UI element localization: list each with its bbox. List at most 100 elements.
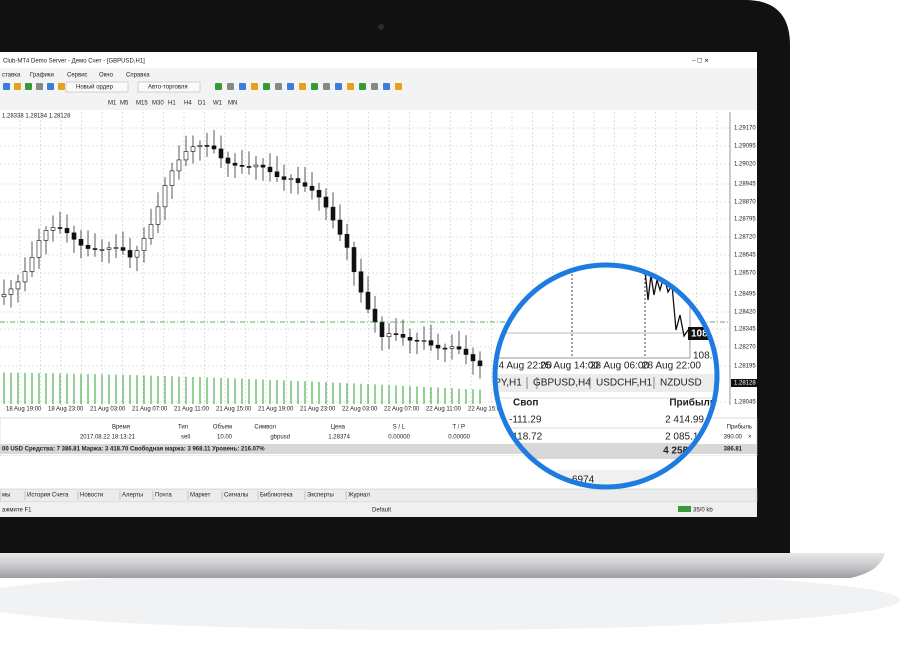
toolbar-icon[interactable] xyxy=(251,83,258,90)
menu-item[interactable]: ставка xyxy=(2,73,21,79)
toolbar-icon[interactable] xyxy=(395,83,402,90)
panel-tab[interactable]: Маркет xyxy=(190,493,211,499)
candle-body xyxy=(253,164,259,168)
table-cell: 390.00 xyxy=(724,435,743,441)
toolbar-icon[interactable] xyxy=(287,83,294,90)
toolbar-label[interactable]: Авто-торговля xyxy=(148,85,188,91)
price-label: 1.28195 xyxy=(734,364,756,370)
toolbar-icon[interactable] xyxy=(311,83,318,90)
toolbar-icon[interactable] xyxy=(335,83,342,90)
timeframe[interactable]: M30 xyxy=(152,101,164,107)
toolbar-icon[interactable] xyxy=(383,83,390,90)
candle-body xyxy=(372,308,378,323)
menu-item[interactable]: Графики xyxy=(30,73,54,79)
toolbar-button[interactable] xyxy=(137,81,201,93)
candle-body xyxy=(379,321,385,338)
candle-body xyxy=(351,247,357,273)
toolbar-icon[interactable] xyxy=(227,83,234,90)
candle-body xyxy=(57,227,63,229)
panel-tab[interactable]: Алерты xyxy=(122,493,143,499)
candle-body xyxy=(78,238,84,246)
price-label: 1.29095 xyxy=(734,144,756,150)
mag-tab[interactable]: NZDUSD xyxy=(660,378,702,389)
timeframe[interactable]: M1 xyxy=(108,101,117,107)
timeframe[interactable]: M15 xyxy=(136,101,148,107)
price-label: 1.28045 xyxy=(734,400,756,406)
time-label: 18 Aug 19:00 xyxy=(6,407,42,413)
mag-tab[interactable]: USDCHF,H1 xyxy=(596,378,653,389)
panel-tab[interactable]: Почта xyxy=(155,493,172,499)
price-label: 1.28345 xyxy=(734,327,756,333)
candle-body xyxy=(449,346,455,349)
table-header: T / P xyxy=(452,425,465,431)
toolbar-icon[interactable] xyxy=(371,83,378,90)
panel-tab[interactable]: История Счета xyxy=(27,493,69,499)
table-cell: 1.28374 xyxy=(328,435,350,441)
status-hint: ажмите F1 xyxy=(2,508,32,514)
candle-body xyxy=(71,232,77,240)
candle-body xyxy=(225,157,231,164)
price-label: 1.28570 xyxy=(734,271,756,277)
toolbar-icon[interactable] xyxy=(239,83,246,90)
mag-tab[interactable]: GBPUSD,H4 xyxy=(533,378,591,389)
timeframe[interactable]: D1 xyxy=(198,101,206,107)
window-buttons[interactable]: – ☐ ✕ xyxy=(692,58,709,65)
candle-body xyxy=(393,333,399,335)
candle-body xyxy=(50,227,56,231)
toolbar-icon[interactable] xyxy=(58,83,65,90)
mag-swap: -118.72 xyxy=(509,432,543,443)
toolbar-label[interactable]: Новый ордер xyxy=(76,84,114,91)
toolbar-icon[interactable] xyxy=(323,83,330,90)
candle-body xyxy=(127,250,133,258)
mag-tab[interactable]: RJPY,H1 xyxy=(482,378,522,389)
candle-body xyxy=(477,360,483,367)
price-label: 1.28720 xyxy=(734,235,756,241)
timeframe[interactable]: H4 xyxy=(184,101,192,107)
menu-item[interactable]: Справка xyxy=(126,73,150,79)
mag-header: Прибыль xyxy=(669,397,716,409)
timeframe[interactable]: W1 xyxy=(213,101,223,107)
price-label: 1.29020 xyxy=(734,162,756,168)
timeframe[interactable]: H1 xyxy=(168,101,176,107)
toolbar-icon[interactable] xyxy=(47,83,54,90)
candle-body xyxy=(29,256,35,272)
panel-tab[interactable]: Новости xyxy=(80,493,103,499)
candle-body xyxy=(330,206,336,221)
toolbar-icon[interactable] xyxy=(299,83,306,90)
panel-tab[interactable]: Эксперты xyxy=(307,493,334,499)
mag-profit: 2 085.18 xyxy=(665,432,704,443)
toolbar-icon[interactable] xyxy=(25,83,32,90)
candle-body xyxy=(190,146,196,152)
candle-body xyxy=(274,171,280,178)
panel-tab[interactable]: мы xyxy=(2,493,10,499)
laptop-base xyxy=(0,553,885,578)
candle-body xyxy=(141,238,147,251)
table-header: Тип xyxy=(178,425,188,431)
mag-total-bg xyxy=(496,443,716,459)
panel-tab[interactable]: Журнал xyxy=(348,493,370,499)
toolbar-icon[interactable] xyxy=(14,83,21,90)
menu-item[interactable]: Окно xyxy=(99,73,114,79)
toolbar-icon[interactable] xyxy=(263,83,270,90)
candle-body xyxy=(148,224,154,239)
timeframe[interactable]: M5 xyxy=(120,101,129,107)
toolbar-icon[interactable] xyxy=(275,83,282,90)
table-close: × xyxy=(748,435,752,441)
toolbar-icon[interactable] xyxy=(36,83,43,90)
account-summary: 00 USD Средства: 7 386.81 Маржа: 3 418.7… xyxy=(2,446,265,453)
toolbar-icon[interactable] xyxy=(215,83,222,90)
tabs-bar xyxy=(0,488,758,503)
toolbar-icon[interactable] xyxy=(347,83,354,90)
mag-time-label: 28 Aug 22:00 xyxy=(642,361,701,372)
panel-tab[interactable]: Сигналы xyxy=(224,493,248,499)
timeframe[interactable]: MN xyxy=(228,101,237,107)
panel-tab[interactable]: Библиотека xyxy=(260,493,293,499)
candle-body xyxy=(99,249,105,251)
candle-body xyxy=(421,340,427,342)
toolbar-button[interactable] xyxy=(65,81,129,93)
toolbar-icon[interactable] xyxy=(359,83,366,90)
menu-item[interactable]: Сервис xyxy=(67,73,88,79)
toolbar-icon[interactable] xyxy=(3,83,10,90)
